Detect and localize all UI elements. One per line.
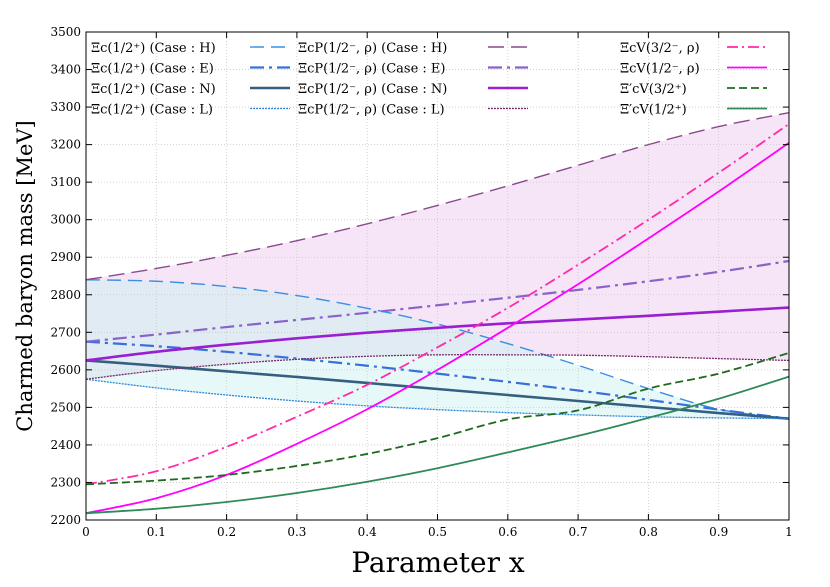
series-line-xi-cv-1-2	[85, 375, 790, 515]
series-line-xi-c-1-2-case-e	[85, 340, 790, 420]
y-tick-label: 3000	[50, 213, 81, 227]
x-tick-label: 0.3	[287, 525, 306, 539]
y-tick-label: 3100	[50, 175, 81, 189]
x-tick-label: 0.8	[639, 525, 658, 539]
legend-label-xi-cv-3-2: Ξ′cV(3/2⁺)	[620, 82, 687, 97]
y-tick-label: 3200	[50, 138, 81, 152]
legend-label-xi-c-1-2-case-h: Ξc(1/2⁺) (Case : H)	[91, 41, 216, 56]
series-line-xi-cp-1-2-rho-case-n	[85, 306, 790, 362]
series-line-xi-cv-1-2-rho	[85, 142, 790, 515]
series-lines	[85, 112, 790, 515]
legend-label-xi-cv-3-2-rho: ΞcV(3/2⁻, ρ)	[620, 41, 700, 56]
y-tick-label: 2200	[50, 513, 81, 527]
y-axis-label: Charmed baryon mass [MeV]	[13, 120, 37, 431]
y-tick-label: 2900	[50, 250, 81, 264]
y-tick-label: 2800	[50, 288, 81, 302]
legend-label-xi-c-1-2-case-l: Ξc(1/2⁺) (Case : L)	[91, 103, 213, 118]
y-tick-label: 2600	[50, 363, 81, 377]
axis-ticks: 0 0.1 0.2 0.3 0.4 0.5 0.6 0.7 0.8 0.9 1 2200 2300 240…	[50, 25, 792, 539]
series-line-xi-cp-1-2-rho-case-h	[85, 112, 790, 281]
legend-label-xi-cv-1-2: Ξ′cV(1/2⁺)	[620, 103, 687, 118]
y-tick-label: 2500	[50, 400, 81, 414]
y-tick-label: 2400	[50, 438, 81, 452]
legend-label-xi-cv-1-2-rho: ΞcV(1/2⁻, ρ)	[620, 62, 700, 77]
y-tick-label: 3400	[50, 63, 81, 77]
x-tick-label: 0.2	[217, 525, 236, 539]
series-line-xi-cp-1-2-rho-case-e	[85, 259, 790, 343]
x-axis-label: Parameter x	[351, 546, 525, 579]
legend-label-xi-c-1-2-case-n: Ξc(1/2⁺) (Case : N)	[91, 82, 216, 97]
x-tick-label: 0.5	[428, 525, 447, 539]
series-line-xi-cp-1-2-rho-case-l	[85, 354, 790, 380]
legend: Ξc(1/2⁺) (Case : H) Ξc(1/2⁺) (Case : E) Ξc…	[91, 41, 767, 118]
x-tick-label: 0.9	[709, 525, 728, 539]
series-line-xi-c-1-2-case-n	[85, 359, 790, 420]
y-tick-label: 3500	[50, 25, 81, 39]
x-tick-label: 0.1	[147, 525, 166, 539]
x-tick-label: 0	[82, 525, 90, 539]
legend-label-xi-cp-1-2-rho-case-n: ΞcP(1/2⁻, ρ) (Case : N)	[298, 82, 447, 97]
legend-label-xi-cp-1-2-rho-case-h: ΞcP(1/2⁻, ρ) (Case : H)	[298, 41, 447, 56]
series-line-xi-c-1-2-case-h	[85, 279, 790, 420]
x-tick-label: 1	[785, 525, 793, 539]
x-tick-label: 0.6	[498, 525, 517, 539]
series-line-xi-c-1-2-case-l	[85, 378, 790, 420]
y-tick-label: 3300	[50, 100, 81, 114]
y-tick-label: 2700	[50, 325, 81, 339]
series-line-xi-cv-3-2	[85, 352, 790, 486]
legend-label-xi-cp-1-2-rho-case-l: ΞcP(1/2⁻, ρ) (Case : L)	[298, 103, 445, 118]
x-tick-label: 0.7	[569, 525, 588, 539]
legend-label-xi-c-1-2-case-e: Ξc(1/2⁺) (Case : E)	[91, 62, 214, 77]
x-tick-label: 0.4	[358, 525, 377, 539]
legend-label-xi-cp-1-2-rho-case-e: ΞcP(1/2⁻, ρ) (Case : E)	[298, 62, 445, 77]
series-line-xi-cv-3-2-rho	[85, 123, 790, 486]
band-xi-c-band	[86, 279, 789, 419]
grid	[86, 32, 789, 520]
y-tick-label: 2300	[50, 475, 81, 489]
